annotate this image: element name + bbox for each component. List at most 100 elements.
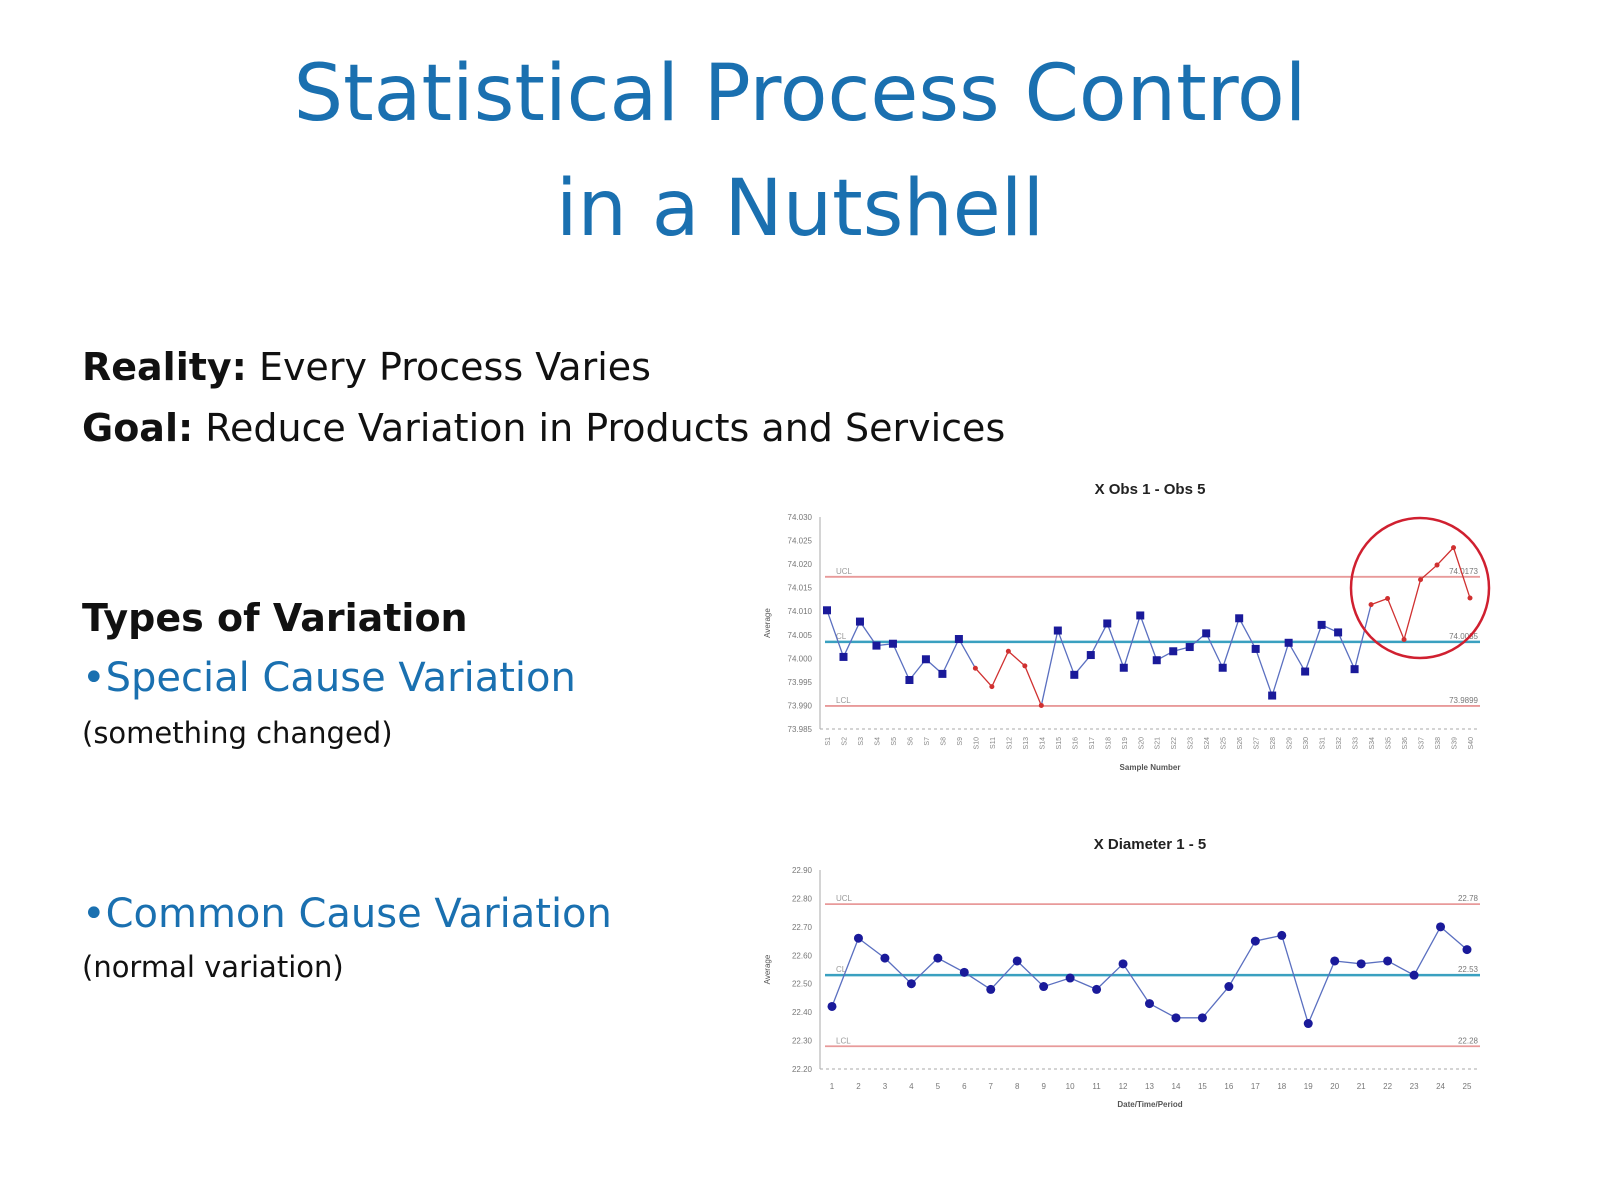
x-tick-label: 4 xyxy=(909,1082,914,1091)
series-segment xyxy=(910,957,939,985)
data-point xyxy=(905,676,914,685)
data-point xyxy=(1303,1019,1313,1029)
y-tick-label: 73.985 xyxy=(788,725,813,734)
data-point xyxy=(1409,970,1419,980)
data-point xyxy=(1092,984,1102,994)
x-tick-label: 19 xyxy=(1304,1082,1313,1091)
x-tick-label: S16 xyxy=(1072,737,1079,750)
data-point xyxy=(872,641,881,650)
x-tick-label: 24 xyxy=(1436,1082,1445,1091)
series-segment xyxy=(892,643,911,681)
data-point-out-of-control xyxy=(1385,596,1391,602)
data-point xyxy=(888,639,897,648)
x-tick-label: S24 xyxy=(1204,737,1211,750)
series-segment xyxy=(1413,926,1442,976)
lcl-label: LCL xyxy=(836,1036,851,1045)
x-tick-label: 25 xyxy=(1463,1082,1472,1091)
data-point xyxy=(1334,628,1343,637)
y-tick-label: 22.80 xyxy=(792,894,813,903)
x-tick-label: 10 xyxy=(1066,1082,1075,1091)
data-point xyxy=(1012,956,1022,966)
data-point xyxy=(1039,982,1049,992)
x-tick-label: 21 xyxy=(1357,1082,1366,1091)
x-tick-label: S7 xyxy=(924,737,931,746)
series-segment xyxy=(1205,633,1224,669)
x-tick-label: S17 xyxy=(1089,737,1096,750)
series-segment xyxy=(1016,960,1045,988)
series-segment xyxy=(1255,934,1282,942)
data-point-out-of-control xyxy=(972,665,978,671)
y-tick-label: 74.015 xyxy=(788,584,813,593)
data-point xyxy=(1268,691,1277,700)
series-segment xyxy=(1281,935,1309,1024)
goal-text: Reduce Variation in Products and Service… xyxy=(193,406,1006,450)
x-tick-label: S36 xyxy=(1402,737,1409,750)
data-point xyxy=(1118,959,1128,969)
data-point xyxy=(1086,651,1095,660)
x-tick-label: S23 xyxy=(1188,737,1195,750)
data-point-out-of-control xyxy=(1418,577,1424,583)
series-segment xyxy=(842,621,861,658)
series-segment xyxy=(1307,960,1336,1024)
series-segment xyxy=(1139,615,1158,661)
series-segment xyxy=(1106,623,1125,668)
cl-label: CL xyxy=(836,965,847,974)
y-tick-label: 74.030 xyxy=(788,513,813,522)
data-point xyxy=(921,655,930,664)
data-point-out-of-control xyxy=(1005,648,1011,654)
data-point-out-of-control xyxy=(1451,545,1457,551)
y-tick-label: 73.995 xyxy=(788,678,813,687)
series-segment xyxy=(1096,963,1124,990)
x-tick-label: 13 xyxy=(1145,1082,1154,1091)
data-point xyxy=(1356,959,1366,969)
x-tick-label: S29 xyxy=(1287,737,1294,750)
highlight-circle xyxy=(1349,516,1491,660)
x-tick-label: S3 xyxy=(858,737,865,746)
data-point xyxy=(1070,670,1079,679)
data-point xyxy=(986,984,996,994)
series-segment xyxy=(831,937,860,1007)
x-tick-label: S6 xyxy=(907,737,914,746)
y-axis-label: Average xyxy=(763,954,772,984)
x-tick-label: S13 xyxy=(1023,737,1030,750)
x-tick-label: S2 xyxy=(841,737,848,746)
series-segment xyxy=(858,937,886,959)
series-segment xyxy=(974,667,993,688)
x-tick-label: S31 xyxy=(1320,737,1327,750)
x-tick-label: S11 xyxy=(990,737,997,749)
x-tick-label: 23 xyxy=(1410,1082,1419,1091)
data-point xyxy=(1218,663,1227,672)
data-point xyxy=(1250,936,1260,946)
x-tick-label: S1 xyxy=(825,737,832,746)
cl-value: 22.53 xyxy=(1458,965,1479,974)
series-segment xyxy=(1123,615,1141,668)
y-tick-label: 22.60 xyxy=(792,951,813,960)
x-tick-label: 22 xyxy=(1383,1082,1392,1091)
series-segment xyxy=(1304,624,1323,672)
x-tick-label: 7 xyxy=(989,1082,994,1091)
x-tick-label: 6 xyxy=(962,1082,967,1091)
series-segment xyxy=(1149,1003,1177,1019)
x-tick-label: S28 xyxy=(1270,737,1277,750)
series-segment xyxy=(1069,977,1097,990)
data-point xyxy=(1436,922,1446,932)
y-tick-label: 74.025 xyxy=(788,537,813,546)
data-point xyxy=(1119,663,1128,672)
x-tick-label: S37 xyxy=(1419,737,1426,750)
series-segment xyxy=(1007,650,1026,667)
data-point xyxy=(839,652,848,661)
y-tick-label: 74.005 xyxy=(788,631,813,640)
series-segment xyxy=(1024,665,1042,706)
x-tick-label: S27 xyxy=(1254,737,1261,750)
x-tick-label: S25 xyxy=(1221,737,1228,750)
x-tick-label: S14 xyxy=(1039,737,1046,750)
series-segment xyxy=(884,957,912,985)
series-segment xyxy=(958,638,976,669)
series-segment xyxy=(1228,940,1256,987)
y-tick-label: 22.20 xyxy=(792,1065,813,1074)
x-tick-label: S26 xyxy=(1237,737,1244,750)
series-segment xyxy=(1337,632,1356,670)
series-segment xyxy=(1057,630,1075,676)
series-segment xyxy=(1420,564,1438,581)
series-segment xyxy=(1238,617,1257,650)
